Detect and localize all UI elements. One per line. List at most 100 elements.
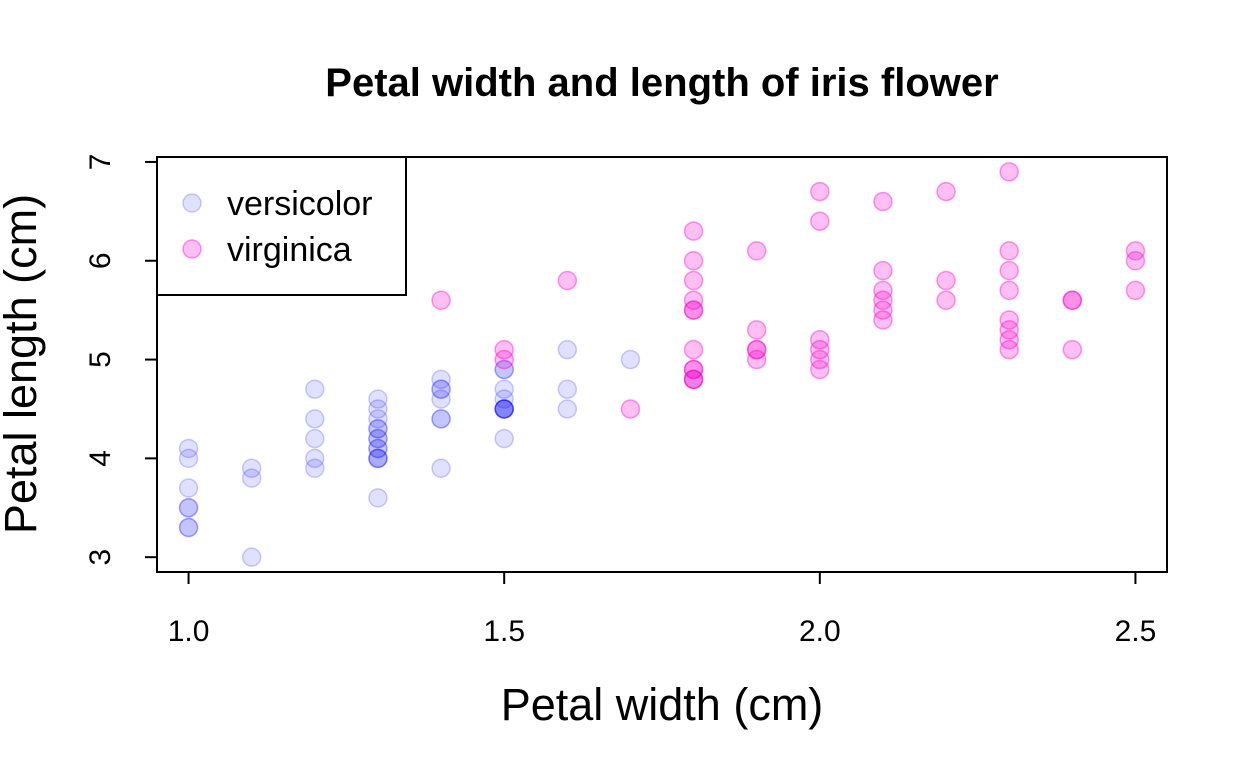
x-axis-label: Petal width (cm) [501, 679, 824, 730]
legend-label: virginica [227, 231, 352, 269]
data-point-versicolor [431, 369, 451, 390]
data-point-versicolor [368, 488, 388, 508]
data-point-virginica [873, 280, 893, 301]
data-point-versicolor [178, 517, 199, 538]
data-point-versicolor [368, 448, 388, 469]
data-point-virginica [494, 339, 514, 360]
data-point-virginica [683, 359, 704, 380]
data-point-virginica [746, 339, 767, 360]
data-point-virginica [620, 399, 641, 419]
data-point-virginica [1125, 241, 1146, 261]
data-point-versicolor [368, 438, 388, 459]
data-point-versicolor [494, 399, 514, 419]
data-point-virginica [873, 300, 893, 320]
data-point-versicolor [368, 418, 388, 439]
data-point-virginica [810, 359, 830, 380]
data-point-virginica [999, 310, 1019, 330]
data-point-versicolor [241, 458, 262, 478]
data-point-versicolor [178, 438, 199, 459]
legend-items: versicolor virginica [182, 185, 372, 269]
data-point-virginica [999, 260, 1019, 281]
data-point-versicolor [494, 359, 514, 380]
data-point-versicolor [368, 428, 388, 449]
data-point-virginica [999, 241, 1019, 261]
data-point-virginica [683, 270, 704, 291]
data-point-virginica [810, 211, 830, 231]
data-point-versicolor [368, 448, 388, 469]
data-point-virginica [936, 270, 956, 291]
data-point-virginica [1062, 290, 1083, 311]
data-point-versicolor [494, 359, 514, 380]
data-point-versicolor [431, 389, 451, 409]
data-point-versicolor [368, 409, 388, 429]
data-point-versicolor [494, 379, 514, 399]
y-tick-label: 7 [84, 154, 117, 171]
data-point-virginica [683, 339, 704, 360]
x-axis: 1.0 1.5 2.0 2.5 [168, 571, 1157, 648]
data-point-virginica [557, 270, 578, 291]
data-point-versicolor [178, 448, 199, 469]
legend: versicolor virginica [156, 156, 407, 296]
data-point-virginica [746, 349, 767, 370]
data-point-virginica [683, 369, 704, 390]
data-point-virginica [810, 181, 830, 202]
data-point-versicolor [241, 468, 262, 488]
data-point-versicolor [368, 428, 388, 449]
data-point-virginica [810, 330, 830, 350]
points-layer [178, 162, 1146, 567]
data-point-versicolor [305, 458, 325, 478]
data-point-virginica [810, 349, 830, 370]
series-virginica [431, 162, 1146, 419]
data-point-versicolor [557, 379, 578, 399]
series-versicolor [178, 339, 704, 567]
data-point-virginica [683, 251, 704, 271]
data-point-versicolor [431, 379, 451, 399]
data-point-versicolor [305, 428, 325, 449]
data-point-versicolor [683, 369, 704, 390]
x-tick-label: 2.0 [799, 615, 841, 648]
data-point-versicolor [241, 547, 262, 567]
data-point-virginica [683, 369, 704, 390]
data-point-versicolor [305, 409, 325, 429]
data-point-virginica [431, 290, 451, 311]
data-point-virginica [999, 339, 1019, 360]
data-point-versicolor [368, 389, 388, 409]
data-point-versicolor [431, 458, 451, 478]
data-point-virginica [1125, 280, 1146, 301]
x-tick-label: 1.5 [483, 615, 525, 648]
x-tick-label: 2.5 [1115, 615, 1157, 648]
data-point-versicolor [368, 438, 388, 459]
data-point-virginica [873, 310, 893, 330]
data-point-virginica [1125, 251, 1146, 271]
data-point-versicolor [494, 399, 514, 419]
data-point-versicolor [431, 379, 451, 399]
data-point-virginica [873, 260, 893, 281]
data-point-versicolor [178, 498, 199, 518]
data-point-versicolor [494, 399, 514, 419]
data-point-versicolor [620, 349, 641, 370]
data-point-versicolor [368, 448, 388, 469]
data-point-virginica [999, 330, 1019, 350]
x-tick-label: 1.0 [168, 615, 210, 648]
data-point-versicolor [305, 379, 325, 399]
y-tick-label: 4 [84, 450, 117, 467]
data-point-versicolor [305, 448, 325, 469]
data-point-versicolor [431, 409, 451, 429]
data-point-virginica [683, 221, 704, 241]
y-axis-label: Petal length (cm) [0, 194, 46, 534]
data-point-virginica [1062, 290, 1083, 311]
data-point-virginica [999, 320, 1019, 340]
data-point-virginica [683, 300, 704, 320]
legend-item-versicolor: versicolor [182, 185, 372, 223]
legend-label: versicolor [227, 185, 372, 223]
data-point-virginica [683, 290, 704, 311]
data-point-virginica [746, 320, 767, 340]
data-point-versicolor [494, 399, 514, 419]
data-point-virginica [746, 339, 767, 360]
data-point-virginica [999, 280, 1019, 301]
data-point-virginica [1062, 339, 1083, 360]
legend-box [156, 156, 407, 296]
data-point-virginica [683, 300, 704, 320]
legend-item-virginica: virginica [182, 231, 352, 269]
data-point-versicolor [494, 399, 514, 419]
